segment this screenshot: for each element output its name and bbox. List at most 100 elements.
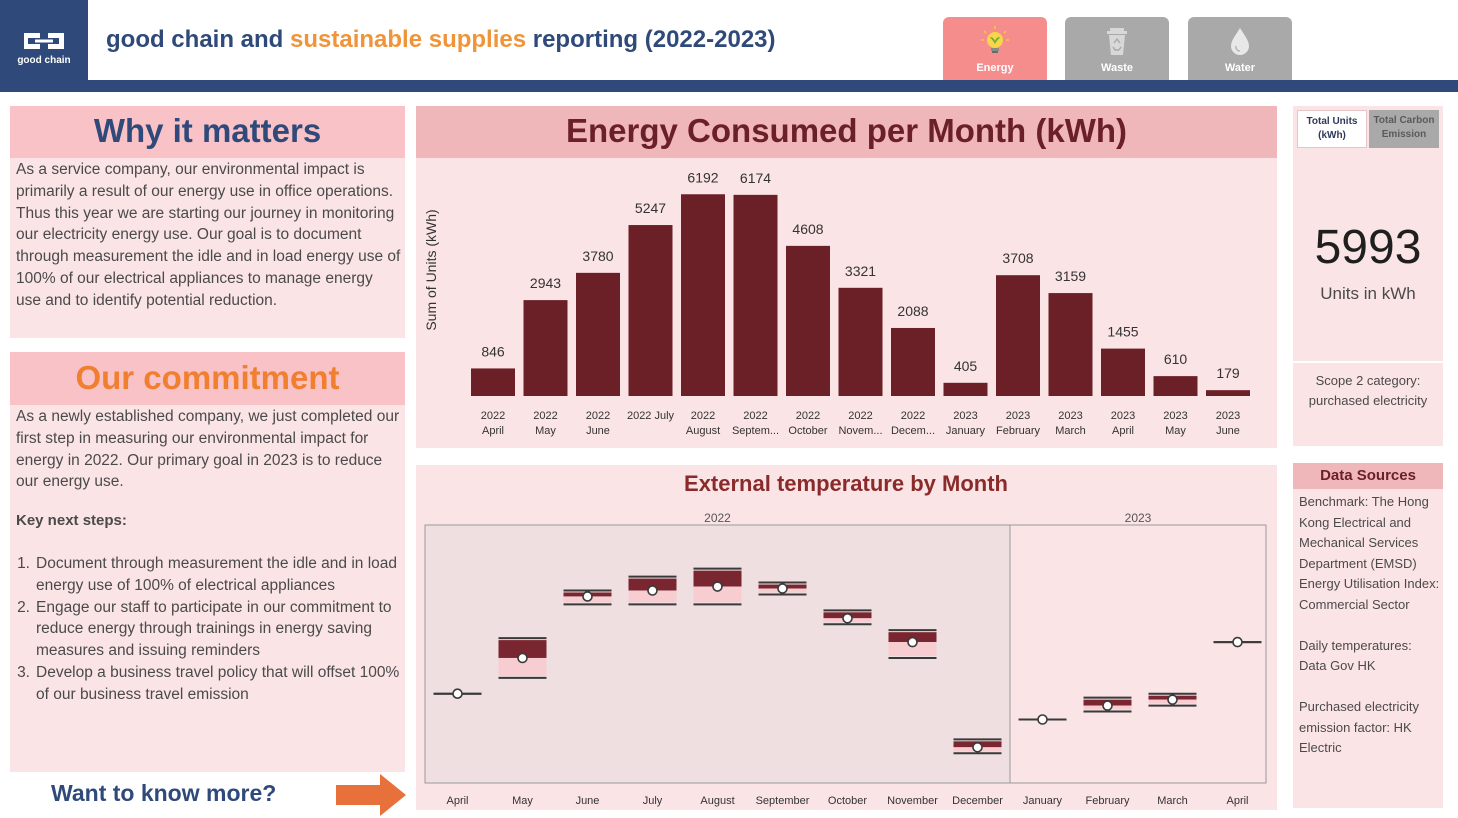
energy-data-label: 2943: [530, 275, 561, 291]
energy-data-label: 3708: [1002, 250, 1033, 266]
data-source-item: Benchmark: The Hong Kong Electrical and …: [1299, 494, 1440, 612]
lightbulb-icon: [981, 26, 1009, 53]
energy-bar: [1101, 348, 1145, 396]
nav-waste-label: Waste: [1101, 62, 1133, 74]
temp-box-upper: [498, 640, 547, 658]
temp-median-point: [452, 688, 463, 699]
energy-data-label: 6174: [740, 170, 771, 186]
temp-median-point: [842, 612, 853, 624]
step-number: 1.: [17, 555, 30, 572]
title-highlight: sustainable supplies: [290, 26, 527, 53]
step-text: Develop a business travel policy that wi…: [36, 663, 400, 703]
energy-bar: [891, 327, 935, 396]
energy-bar: [1048, 293, 1093, 396]
energy-data-label: 3159: [1055, 268, 1086, 284]
tab-total-units[interactable]: Total Units (kWh): [1297, 110, 1367, 148]
temp-x-tick-label: February: [1085, 795, 1130, 807]
arrow-right-icon[interactable]: [336, 774, 406, 816]
energy-x-tick-label: August: [686, 425, 720, 437]
energy-x-tick-label: June: [586, 425, 610, 437]
energy-bar: [471, 368, 515, 396]
data-sources-list: Benchmark: The Hong Kong Electrical and …: [1299, 492, 1441, 779]
nav-energy-label: Energy: [976, 62, 1014, 74]
temp-box-upper: [628, 578, 677, 591]
energy-x-tick-label: May: [535, 425, 556, 437]
temp-x-tick-label: July: [643, 795, 663, 807]
energy-x-tick-label: May: [1165, 425, 1186, 437]
energy-x-tick-label: 2022: [533, 410, 557, 422]
list-item: 1. Document through measurement the idle…: [16, 553, 401, 597]
temp-median-point: [582, 591, 593, 602]
water-drop-icon: [1231, 28, 1249, 55]
energy-data-label: 1455: [1107, 324, 1138, 340]
temp-box-upper: [693, 570, 742, 587]
recycle-bin-icon: [1107, 28, 1127, 55]
energy-x-tick-label: April: [1112, 425, 1134, 437]
temp-median-point: [517, 652, 528, 664]
our-commitment-panel: [10, 352, 405, 772]
energy-x-tick-label: June: [1216, 425, 1240, 437]
temp-median-point: [1037, 714, 1048, 725]
temp-median-point: [1167, 694, 1178, 705]
kpi-scope-text: Scope 2 category: purchased electricity: [1308, 373, 1428, 408]
energy-data-label: 6192: [687, 169, 718, 185]
nav-energy-button[interactable]: Energy: [943, 17, 1047, 80]
temp-x-tick-label: December: [952, 795, 1003, 807]
our-commitment-text: As a newly established company, we just …: [16, 408, 400, 491]
energy-bar: [996, 275, 1040, 396]
temp-median-point: [907, 636, 918, 648]
energy-x-tick-label: 2022: [848, 410, 872, 422]
step-number: 2.: [17, 598, 30, 616]
temp-group-label: 2023: [1125, 511, 1152, 525]
logo-text: good chain: [17, 55, 71, 66]
why-it-matters-heading: Why it matters: [10, 106, 405, 158]
energy-x-tick-label: April: [482, 425, 504, 437]
temp-x-tick-label: September: [756, 795, 810, 807]
list-item: 2. Engage our staff to participate in ou…: [16, 597, 401, 662]
nav-waste-button[interactable]: Waste: [1065, 17, 1169, 80]
energy-bar: [786, 245, 830, 396]
temp-box-lower: [693, 586, 742, 603]
title-part2: reporting (2022-2023): [526, 26, 776, 53]
data-source-item: Purchased electricity emission factor: H…: [1299, 699, 1419, 755]
energy-x-tick-label: 2023: [1216, 410, 1240, 422]
temp-median-point: [712, 581, 723, 592]
temp-x-tick-label: November: [887, 795, 938, 807]
energy-x-tick-label: October: [788, 425, 827, 437]
energy-x-tick-label: 2023: [1006, 410, 1030, 422]
energy-bar: [523, 300, 568, 396]
energy-x-tick-label: 2023: [953, 410, 977, 422]
energy-x-tick-label: March: [1055, 425, 1086, 437]
company-logo[interactable]: good chain: [0, 0, 88, 92]
energy-x-tick-label: Decem...: [891, 425, 935, 437]
data-source-item: Daily temperatures: Data Gov HK: [1299, 637, 1412, 674]
chain-link-icon: [24, 33, 64, 49]
key-steps-list: 1. Document through measurement the idle…: [16, 553, 401, 706]
energy-x-tick-label: 2022: [901, 410, 925, 422]
energy-x-tick-label: 2022 July: [627, 410, 675, 422]
energy-chart-title: Energy Consumed per Month (kWh): [416, 106, 1277, 158]
tab-total-carbon-emission[interactable]: Total Carbon Emission: [1369, 110, 1439, 148]
want-to-know-more-link[interactable]: Want to know more?: [51, 780, 277, 806]
list-item: 3. Develop a business travel policy that…: [16, 662, 401, 706]
energy-x-tick-label: 2023: [1058, 410, 1082, 422]
temp-x-tick-label: August: [700, 795, 734, 807]
energy-data-label: 2088: [897, 303, 928, 319]
temp-median-point: [1102, 700, 1113, 711]
energy-bar: [733, 194, 778, 396]
temp-median-point: [972, 741, 983, 753]
energy-data-label: 179: [1216, 365, 1240, 381]
energy-bar: [838, 287, 883, 396]
energy-x-tick-label: February: [996, 425, 1041, 437]
temp-x-tick-label: April: [446, 795, 468, 807]
temp-median-point: [1232, 636, 1243, 648]
temp-box-lower: [628, 590, 677, 603]
nav-water-button[interactable]: Water: [1188, 17, 1292, 80]
temp-box-lower: [498, 657, 547, 676]
temp-median-point: [647, 585, 658, 596]
energy-bar: [576, 272, 620, 396]
energy-x-tick-label: 2023: [1163, 410, 1187, 422]
kpi-unit-label: Units in kWh: [1320, 284, 1416, 303]
step-number: 3.: [17, 663, 30, 681]
step-text: Engage our staff to participate in our c…: [36, 598, 392, 660]
